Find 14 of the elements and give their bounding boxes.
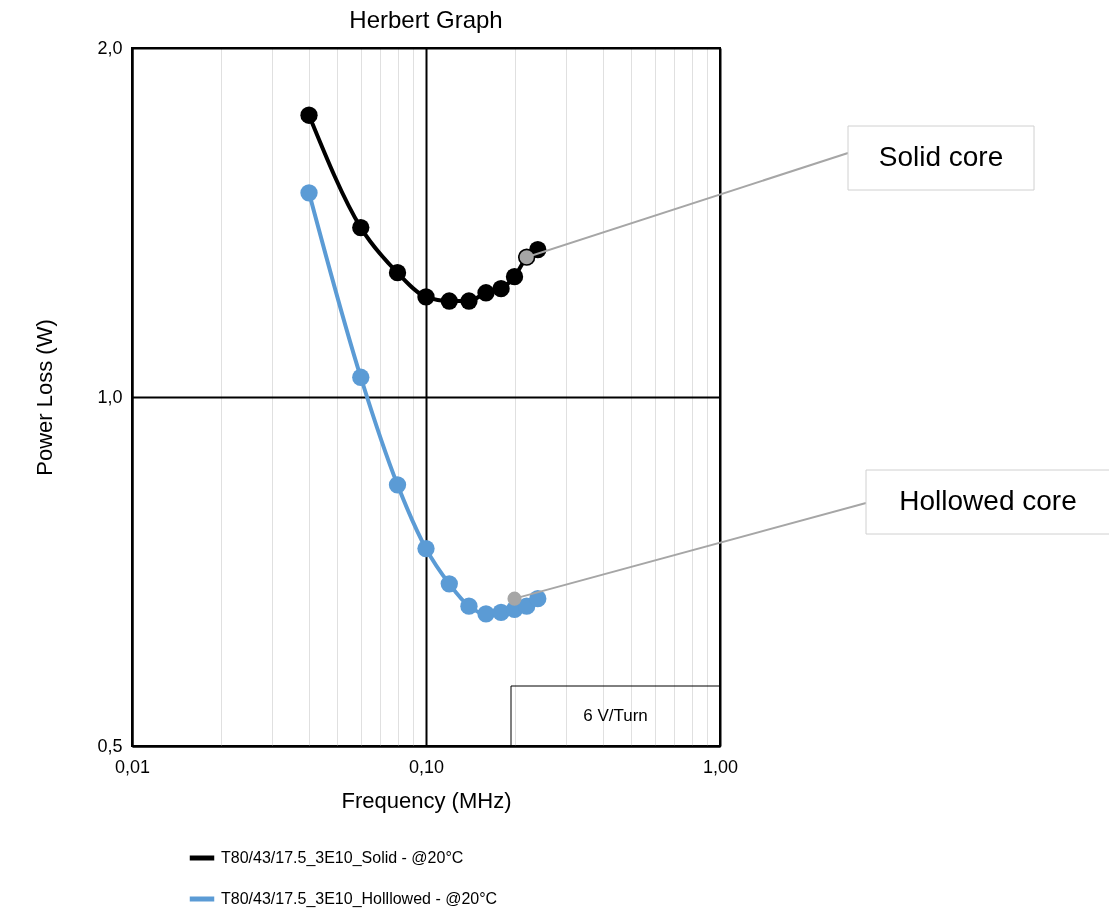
annotation: Hollowed core — [899, 485, 1077, 516]
legend-label: T80/43/17.5_3E10_Holllowed - @20°C — [221, 890, 498, 908]
annotation: Solid core — [878, 141, 1004, 172]
chart-title: Herbert Graph — [349, 6, 503, 33]
y-tick-label: 1,0 — [97, 386, 123, 407]
annotation: 6 V/Turn — [583, 706, 648, 725]
y-axis-title: Power Loss (W) — [32, 319, 58, 476]
x-tick-label: 0,01 — [114, 756, 151, 777]
x-axis-title: Frequency (MHz) — [341, 787, 512, 813]
legend-label: T80/43/17.5_3E10_Solid - @20°C — [221, 849, 464, 867]
y-tick-label: 2,0 — [97, 37, 123, 58]
x-tick-label: 0,10 — [408, 756, 445, 777]
x-tick-label: 1,00 — [702, 756, 739, 777]
y-tick-label: 0,5 — [97, 735, 123, 756]
